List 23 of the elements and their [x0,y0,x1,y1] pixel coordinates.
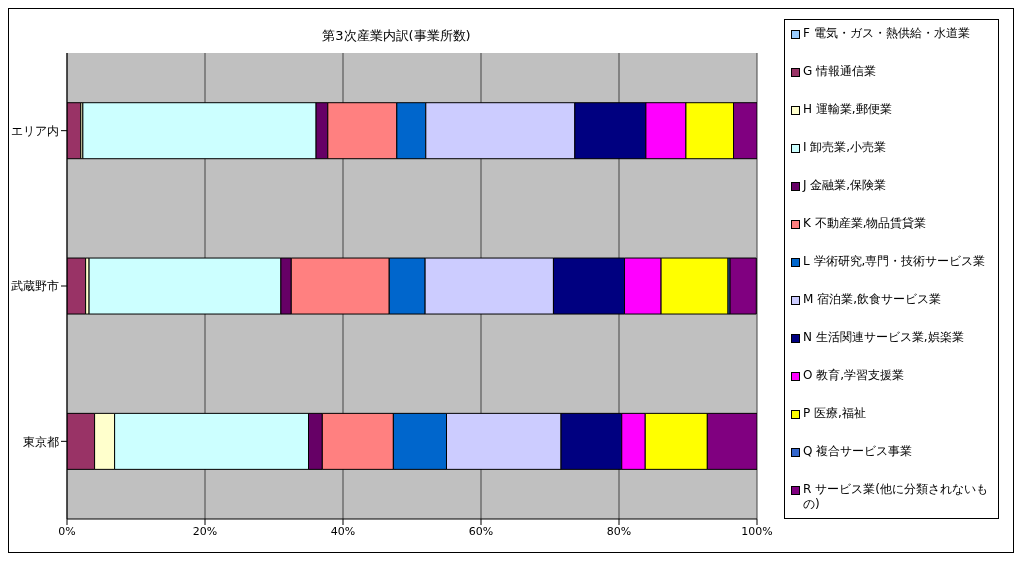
legend-label: J 金融業,保険業 [803,178,887,193]
legend-label: G 情報通信業 [803,64,877,79]
x-tick-label: 80% [606,524,632,538]
x-tick-label: 20% [192,524,218,538]
legend-label: N 生活関連サービス業,娯楽業 [803,330,964,345]
y-tick-label: エリア内 [11,123,59,138]
legend-label: I 卸売業,小売業 [803,140,887,155]
legend-label: P 医療,福祉 [803,406,866,421]
x-tick-label: 100% [741,524,773,538]
legend-label: H 運輸業,郵便業 [803,102,892,117]
y-tick-label: 武蔵野市 [11,279,59,294]
legend-label: R サービス業(他に分類されないもの) [803,482,989,512]
legend-label: M 宿泊業,飲食サービス業 [803,292,941,307]
x-tick-label: 40% [330,524,356,538]
chart-title: 第3次産業内訳(事業所数) [321,27,472,45]
legend-label: F 電気・ガス・熱供給・水道業 [803,26,970,41]
x-tick-label: 60% [468,524,494,538]
legend-label: Q 複合サービス事業 [803,444,913,459]
x-tick-label: 0% [58,524,76,538]
legend-label: K 不動産業,物品賃貸業 [803,216,927,231]
y-tick-label: 東京都 [23,434,59,449]
legend-label: L 学術研究,専門・技術サービス業 [803,254,986,269]
legend-label: O 教育,学習支援業 [803,368,905,383]
